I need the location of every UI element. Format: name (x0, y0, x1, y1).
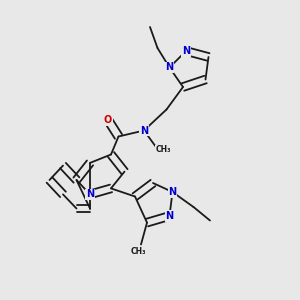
Text: CH₃: CH₃ (130, 248, 146, 256)
Text: N: N (165, 211, 174, 221)
Text: CH₃: CH₃ (156, 146, 171, 154)
Text: N: N (182, 46, 190, 56)
Text: N: N (168, 187, 177, 197)
Text: N: N (140, 125, 148, 136)
Text: N: N (165, 62, 174, 73)
Text: O: O (104, 115, 112, 125)
Text: N: N (86, 189, 94, 200)
